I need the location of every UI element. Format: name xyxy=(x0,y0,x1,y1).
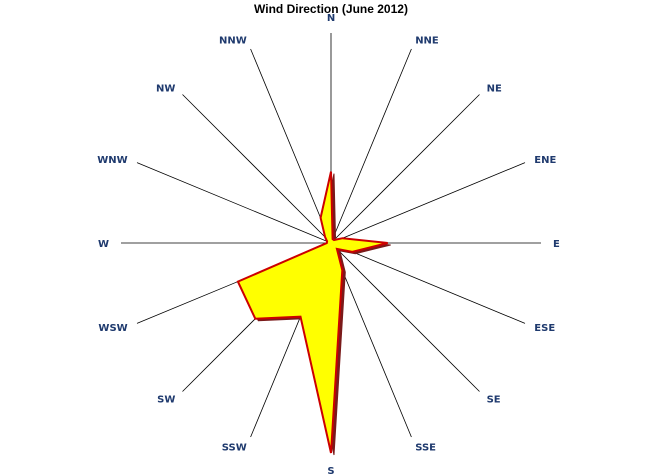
series-area xyxy=(236,171,391,456)
spoke-nw xyxy=(182,94,332,244)
spoke-ne xyxy=(330,94,480,244)
label-ene: ENE xyxy=(534,155,556,166)
label-wnw: WNW xyxy=(97,155,127,166)
label-sse: SSE xyxy=(415,442,436,453)
label-sw: SW xyxy=(157,395,175,406)
spoke-ene xyxy=(330,162,526,244)
spoke-ese xyxy=(330,242,526,324)
direction-labels: N NNE NE ENE E ESE SE SSE S SSW SW WSW W WNW NW NNW xyxy=(97,13,560,475)
series-polygon xyxy=(236,171,388,454)
chart-title: Wind Direction (June 2012) xyxy=(254,2,408,16)
spoke-wnw xyxy=(136,162,332,244)
label-w: W xyxy=(98,239,109,250)
label-ne: NE xyxy=(487,83,502,94)
label-se: SE xyxy=(487,395,501,406)
label-wsw: WSW xyxy=(98,323,127,334)
label-e: E xyxy=(553,239,560,250)
label-nw: NW xyxy=(156,83,175,94)
label-n: N xyxy=(327,13,335,24)
spoke-nnw xyxy=(250,48,332,244)
label-ssw: SSW xyxy=(222,442,247,453)
label-ese: ESE xyxy=(534,323,555,334)
label-nne: NNE xyxy=(415,36,439,47)
spoke-se xyxy=(330,242,480,392)
spoke-nne xyxy=(330,48,412,244)
label-nnw: NNW xyxy=(219,36,247,47)
label-s: S xyxy=(327,466,334,475)
